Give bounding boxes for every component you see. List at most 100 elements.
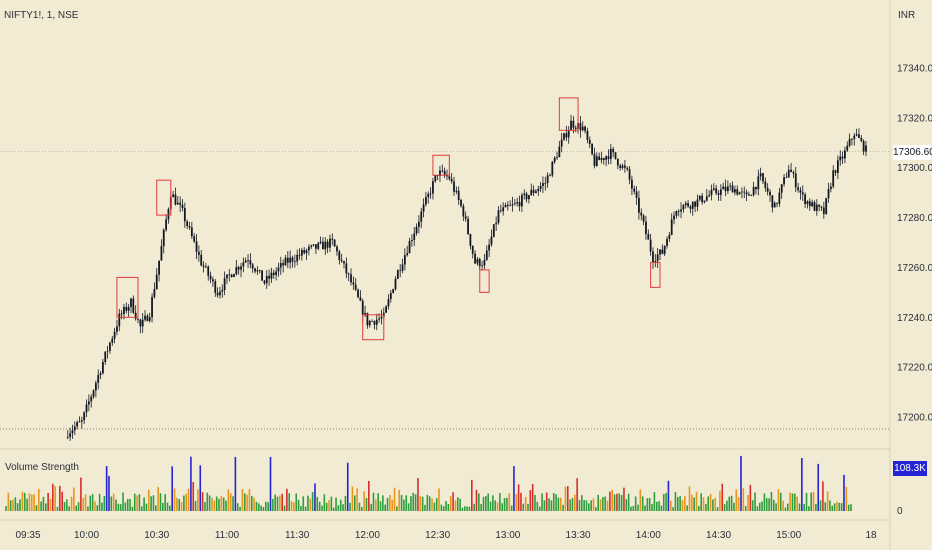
candle-body [263,280,266,284]
volume-bar [454,500,457,511]
volume-bar [304,506,307,511]
candle-body [286,257,289,263]
x-tick-label: 13:30 [566,530,591,541]
volume-bar [761,501,763,511]
candle-body [179,202,182,205]
candle-body [532,189,535,193]
volume-bar [393,487,396,511]
candle-body [729,185,732,187]
candle-body [307,246,310,251]
candle-body [858,134,860,139]
volume-bar [311,491,314,511]
volume-bar [590,500,592,511]
candle-body [588,139,591,144]
volume-bar [812,492,815,511]
candle-body [97,374,100,383]
volume-bar [599,499,602,511]
candle-body [80,420,83,422]
volume-bar [709,493,712,511]
volume-bar [826,491,829,511]
volume-bar [595,507,597,511]
candle-body [453,181,455,192]
candle-body [579,123,582,131]
candle-body [183,208,186,222]
candle-body [773,202,776,208]
candle-body [102,362,104,374]
volume-bar [265,501,267,511]
volume-bar [171,466,173,511]
volume-bar [566,486,569,511]
candle-body [616,158,619,166]
volume-bar [756,506,759,511]
candle-body [628,169,631,180]
candle-body [202,265,205,267]
volume-bar [620,494,623,511]
volume-bar [129,498,131,511]
candle-body [118,313,121,327]
candle-body [83,412,86,421]
volume-bar [676,496,679,511]
volume-bar [522,503,525,511]
candle-body [825,198,828,214]
y-tick-label: 17200.00 [897,413,932,424]
candle-body [736,189,739,195]
volume-bar [744,506,747,511]
candle-body [518,202,521,207]
volume-bar [28,493,31,511]
candle-body [123,306,125,315]
volume-bar [730,495,733,511]
volume-bar [693,497,695,511]
volume-bar [669,500,672,511]
candle-body [684,203,687,206]
volume-bar [30,494,33,511]
candle-body [820,206,823,208]
candle-body [750,195,753,196]
candle-body [483,259,486,266]
candle-body [790,169,792,173]
volume-bar [536,501,539,511]
volume-bar [389,494,391,511]
candle-body [78,421,81,423]
candle-body [827,189,830,199]
volume-bar [396,506,398,511]
volume-bar [728,496,731,511]
volume-bar [726,500,728,511]
volume-bar [318,501,321,511]
highlight-boxes [116,97,661,341]
volume-bar [288,493,291,511]
volume-bar [365,497,368,511]
volume-bar [719,490,721,511]
candle-body [174,194,177,205]
volume-bar [478,493,480,511]
volume-bar [784,507,787,511]
candle-body [549,175,551,177]
volume-bar [44,503,47,511]
volume-bar [281,493,284,511]
candle-body [127,307,130,311]
volume-bar [337,505,340,511]
candle-body [647,234,650,240]
volume-bar [199,465,202,511]
volume-bar [639,489,642,511]
volume-bar [510,505,513,511]
volume-bar [751,500,754,511]
volume-bar [33,494,35,511]
candle-body [689,206,692,209]
candle-body [160,246,163,261]
volume-bar [630,506,632,511]
volume-bar [227,489,230,511]
volume-bar [375,499,377,511]
volume-bar [817,463,820,511]
volume-bar [503,498,506,511]
candle-body [808,201,811,207]
candle-body [432,181,434,194]
candle-body [389,292,392,300]
candle-body [745,192,748,195]
candle-body [509,205,512,207]
volume-bar [627,493,630,511]
volume-bar [438,488,440,511]
volume-bar [447,504,450,511]
candle-body [649,239,652,252]
candle-body [724,186,727,192]
